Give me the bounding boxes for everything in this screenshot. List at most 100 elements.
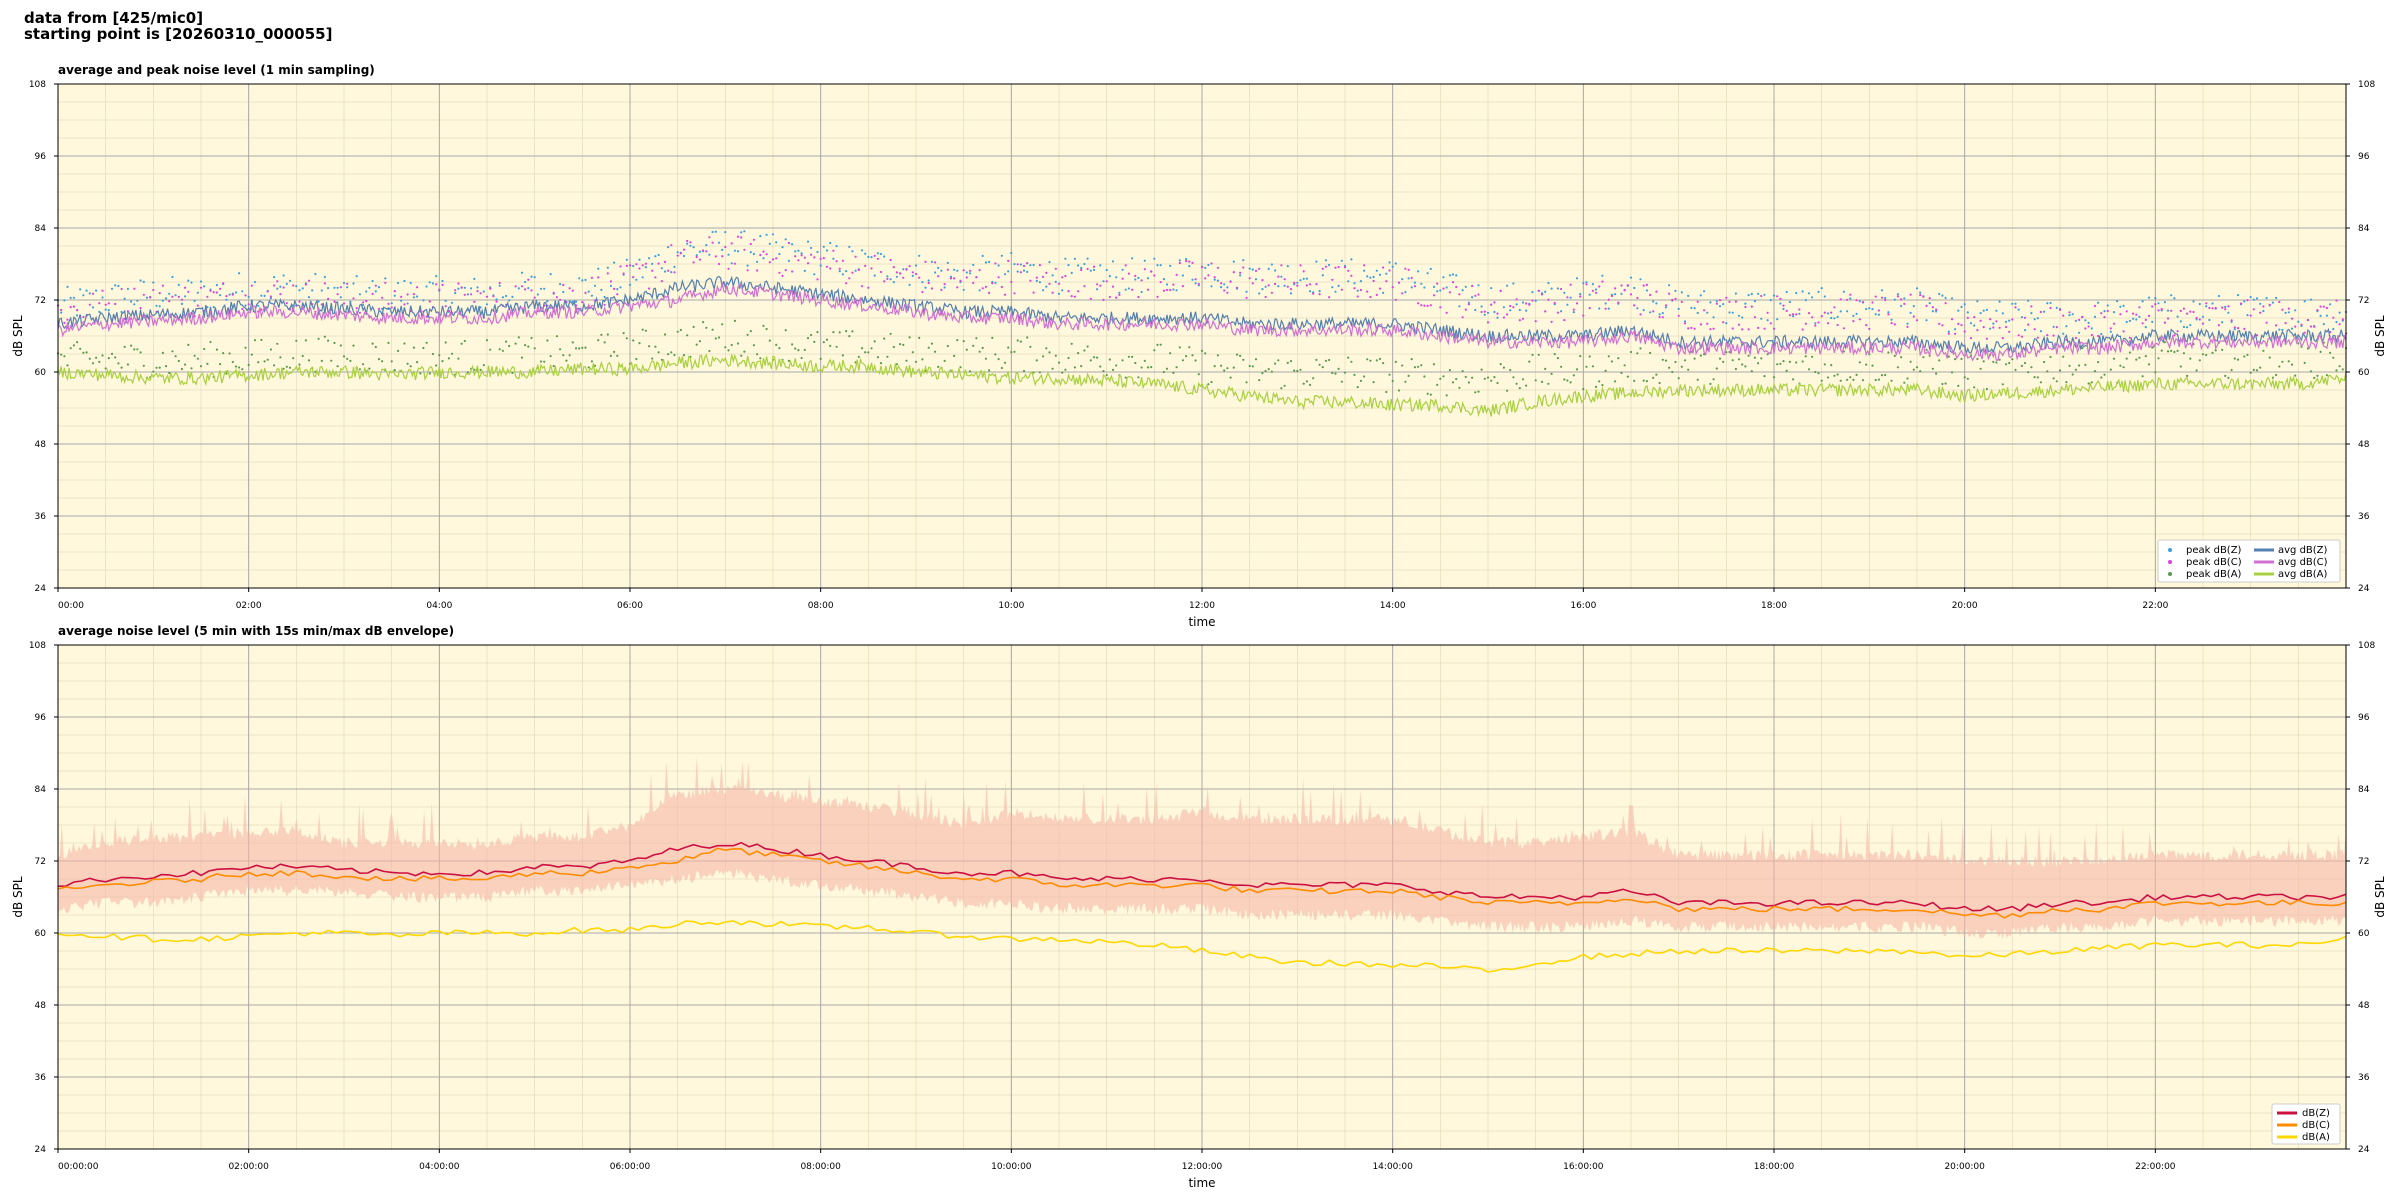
data-point [1588,355,1591,358]
data-point [2338,365,2341,368]
data-point [1989,327,1992,330]
data-point [225,295,228,298]
data-point [333,341,336,345]
plot-title: average and peak noise level (1 min samp… [58,63,375,77]
data-point [454,289,457,292]
data-point [219,294,222,297]
x-tick-label: 12:00:00 [1182,1162,1223,1172]
data-point [1150,366,1153,369]
data-point [663,270,667,273]
data-point [1480,368,1483,371]
data-point [2243,355,2246,358]
data-point [638,258,641,261]
data-point [1401,292,1404,295]
data-point [1976,357,1979,361]
data-point [1289,288,1293,291]
data-point [1388,373,1391,376]
data-point [1772,294,1776,297]
data-point [1207,263,1210,267]
data-point [1760,357,1763,360]
data-point [1639,347,1642,350]
data-point [2287,307,2290,310]
data-point [63,355,66,358]
x-tick-label: 20:00:00 [1944,1162,1985,1172]
data-point [473,300,476,303]
data-point [498,284,501,287]
data-point [1216,354,1219,357]
data-point [450,301,454,304]
data-point [905,359,908,362]
data-point [1391,286,1394,289]
data-point [590,294,594,297]
y-tick-label: 108 [2358,80,2375,90]
data-point [914,272,918,276]
data-point [1668,292,1671,295]
data-point [1003,361,1007,364]
data-point [2335,299,2338,302]
data-point [619,265,622,268]
data-point [130,300,133,303]
data-point [1038,281,1041,284]
data-point [1706,322,1709,325]
data-point [511,295,514,298]
data-point [428,281,431,284]
data-point [447,357,450,360]
data-point [988,369,991,372]
data-point [1566,303,1569,306]
data-point [1906,322,1909,325]
data-point [126,287,129,290]
data-point [1315,283,1318,286]
data-point [1629,293,1633,296]
data-point [1680,291,1683,294]
data-point [177,295,180,298]
data-point [1467,301,1470,304]
x-tick-label: 18:00 [1761,601,1787,611]
data-point [2144,326,2147,329]
data-point [908,283,911,286]
data-point [746,269,749,272]
data-point [2236,327,2240,330]
data-point [2036,317,2039,320]
data-point [1455,285,1458,289]
data-point [1471,376,1474,379]
data-point [997,276,1000,279]
data-point [1636,352,1639,355]
data-point [1305,284,1308,287]
data-point [1833,317,1836,320]
data-point [2255,297,2259,300]
data-point [2341,318,2344,321]
data-point [574,300,578,303]
data-point [841,354,845,357]
data-point [1226,367,1229,370]
data-point [1998,326,2001,329]
data-point [1407,277,1410,280]
data-point [1204,266,1207,269]
data-point [1668,284,1671,287]
data-point [149,296,152,299]
data-point [1579,295,1582,298]
data-point [1121,268,1124,271]
data-point [1668,366,1671,369]
data-point [1652,310,1655,313]
data-point [1890,379,1893,382]
data-point [63,299,66,302]
data-point [2319,314,2322,317]
data-point [1887,313,1890,316]
data-point [1788,314,1791,317]
data-point [1242,358,1245,361]
data-point [1610,294,1613,298]
data-point [1315,260,1318,263]
data-point [2189,324,2192,327]
data-point [937,275,940,278]
data-point [587,366,590,369]
data-point [1966,316,1969,319]
data-point [1363,375,1366,378]
data-point [1334,266,1337,269]
data-point [1410,286,1413,289]
data-point [2290,317,2294,320]
data-point [943,359,946,362]
data-point [609,354,613,357]
data-point [1467,381,1470,384]
data-point [1293,281,1296,284]
data-point [867,286,870,289]
